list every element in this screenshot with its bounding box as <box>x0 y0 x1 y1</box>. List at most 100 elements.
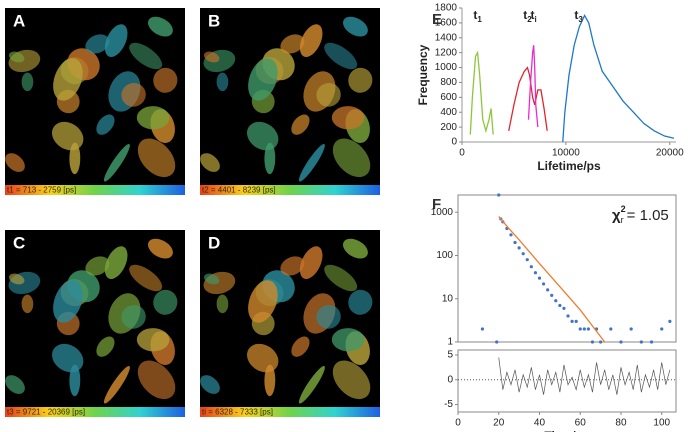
cell <box>348 289 373 315</box>
cell <box>8 51 25 63</box>
cell <box>324 42 358 70</box>
micrograph: Dti = 6328 - 7333 [ps] <box>200 230 380 417</box>
cell <box>248 280 278 323</box>
plot-frame <box>457 194 677 343</box>
cell <box>332 138 371 178</box>
x-axis-title: Time/ns <box>544 429 589 432</box>
series-label: t3 <box>574 8 583 24</box>
cell <box>291 114 310 135</box>
cell <box>153 289 178 315</box>
series-name: t <box>574 8 578 22</box>
series-label: ti <box>531 8 537 24</box>
cell <box>298 366 325 404</box>
cell <box>147 238 173 259</box>
cell <box>136 328 170 352</box>
data-point <box>541 282 546 286</box>
data-point <box>599 340 603 344</box>
series-label: t1 <box>473 8 482 24</box>
cell <box>85 34 110 54</box>
y-tick-label: 1 <box>447 337 453 348</box>
data-point <box>513 240 517 245</box>
cell <box>324 264 358 292</box>
cell <box>342 238 368 259</box>
y-tick-label: 1200 <box>435 47 458 58</box>
cell <box>348 67 373 93</box>
y-tick-label: 1600 <box>435 18 458 29</box>
cell <box>291 336 310 357</box>
cell <box>121 82 146 107</box>
cell <box>298 144 325 182</box>
cell <box>216 294 229 314</box>
y-tick-label: 600 <box>440 92 457 103</box>
symbol: χ <box>612 207 621 224</box>
data-point <box>497 193 501 197</box>
color-scale-label: t2 = 4401 - 8239 [ps] <box>202 186 276 195</box>
data-point <box>668 319 672 323</box>
data-line <box>527 45 539 128</box>
x-tick-label: 20 <box>493 418 505 429</box>
data-point <box>554 299 558 303</box>
series-subscript: 1 <box>477 15 482 24</box>
color-scale-label: t3 = 9721 - 20369 [ps] <box>7 408 85 417</box>
data-point <box>574 319 578 323</box>
x-tick-label: 40 <box>534 418 546 429</box>
data-point <box>660 327 664 331</box>
cell <box>316 82 341 107</box>
cell <box>332 360 371 400</box>
color-scale <box>5 185 185 195</box>
cell <box>316 304 341 329</box>
x-tick-label: 100 <box>653 418 670 429</box>
superscript: 2 <box>621 204 626 214</box>
x-tick-label: 0 <box>459 148 465 159</box>
y-tick-label: 200 <box>440 122 457 133</box>
cell <box>203 273 220 285</box>
y-tick-label: 10 <box>442 293 454 304</box>
chart-label: E <box>432 11 442 28</box>
color-scale-label: ti = 6328 - 7333 [ps] <box>202 408 273 417</box>
plot-frame <box>457 349 677 413</box>
y-tick-label: -5 <box>444 399 453 410</box>
cell <box>121 304 146 329</box>
x-tick-label: 60 <box>575 418 587 429</box>
data-point <box>578 327 582 331</box>
cell <box>153 67 178 93</box>
y-tick-label: 800 <box>440 77 457 88</box>
data-point <box>582 327 586 331</box>
chi-square-annotation: χ2 r = 1.05 <box>612 204 669 225</box>
data-point <box>590 340 595 344</box>
series-label: t2 <box>523 8 532 24</box>
x-tick-label: 80 <box>615 418 627 429</box>
panel-label: B <box>208 11 220 30</box>
series-subscript: i <box>535 15 537 24</box>
cell <box>8 273 25 285</box>
panel-label: D <box>208 233 220 252</box>
data-line <box>498 357 671 395</box>
cell <box>53 58 83 101</box>
cell <box>21 294 34 314</box>
x-tick-label: 10000 <box>552 148 580 159</box>
cell <box>331 328 365 352</box>
data-point <box>562 306 566 310</box>
cell <box>104 24 128 58</box>
cell <box>129 42 163 70</box>
y-tick-label: 1800 <box>435 3 458 14</box>
data-line <box>562 14 675 143</box>
y-tick-label: 5 <box>447 350 453 361</box>
cell <box>53 280 83 323</box>
series-subscript: 3 <box>578 15 583 24</box>
y-tick-label: 100 <box>436 250 453 261</box>
cell <box>299 24 323 58</box>
cell <box>69 364 81 397</box>
panel-label: C <box>13 233 25 252</box>
data-point <box>550 293 554 297</box>
x-axis-title: Lifetime/ps <box>537 159 601 173</box>
cell <box>85 256 110 276</box>
cell <box>264 142 276 175</box>
cell <box>264 364 276 397</box>
data-point <box>521 252 525 256</box>
cell <box>137 360 176 400</box>
cell <box>129 264 163 292</box>
cell <box>331 106 365 130</box>
cell <box>104 246 128 280</box>
